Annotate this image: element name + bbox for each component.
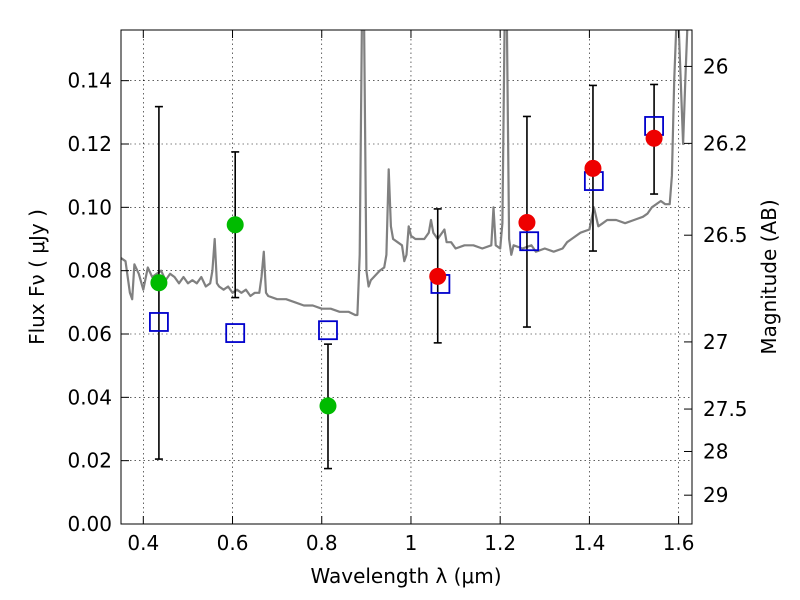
x-tick-label: 1.4 <box>573 531 605 555</box>
y-axis-label: Flux Fν ( μJy ) <box>25 209 49 345</box>
x-tick-label: 0.8 <box>306 531 338 555</box>
plot-frame <box>120 29 693 525</box>
x-tick-label: 1.6 <box>663 531 695 555</box>
observed-flux-point <box>584 159 602 177</box>
data-layer <box>121 30 689 470</box>
x-tick-label: 0.4 <box>127 531 159 555</box>
right-tick-label: 27 <box>703 330 728 354</box>
model-flux-square <box>519 231 540 252</box>
y-tick-label: 0.00 <box>67 512 112 536</box>
x-axis-label: Wavelength λ (μm) <box>310 564 501 588</box>
observed-flux-point <box>226 216 244 234</box>
y-tick-label: 0.02 <box>67 449 112 473</box>
x-tick-label: 1.2 <box>484 531 516 555</box>
y-tick-label: 0.12 <box>67 132 112 156</box>
right-tick-label: 26 <box>703 54 728 78</box>
model-flux-square <box>318 320 338 341</box>
right-tick-label: 26.5 <box>703 223 748 247</box>
model-flux-square <box>149 312 169 332</box>
observed-flux-point <box>150 274 168 292</box>
right-tick-label: 28 <box>703 439 728 463</box>
grid-lines <box>121 30 692 525</box>
model-spectrum-line <box>121 30 689 317</box>
right-tick-label: 27.5 <box>703 397 748 421</box>
observed-flux-point <box>429 267 447 285</box>
y-tick-label: 0.06 <box>67 322 112 346</box>
right-tick-label: 26.2 <box>703 131 748 155</box>
y-tick-label: 0.04 <box>67 385 112 409</box>
observed-flux-point <box>518 214 536 232</box>
y-tick-label: 0.14 <box>67 69 112 93</box>
right-axis-label: Magnitude (AB) <box>757 199 781 354</box>
model-flux-square <box>225 323 246 343</box>
x-tick-label: 0.6 <box>217 531 249 555</box>
observed-flux-point <box>645 129 663 147</box>
y-tick-label: 0.10 <box>67 195 112 219</box>
axis-layer: 0.4 0.6 0.8 1 1.2 1.4 1.6 0.00 0.02 0.04 0.06 0.08 0… <box>67 30 748 555</box>
y-tick-label: 0.08 <box>67 259 112 283</box>
observed-flux-point <box>319 397 337 415</box>
right-tick-label: 29 <box>703 483 728 507</box>
x-tick-label: 1 <box>405 531 418 555</box>
